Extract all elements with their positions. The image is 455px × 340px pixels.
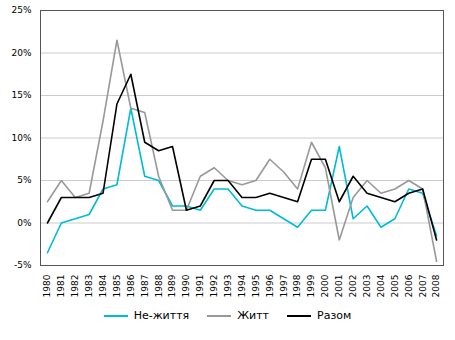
svg-text:10%: 10% [11,133,31,143]
svg-text:1985: 1985 [112,275,122,298]
svg-text:1991: 1991 [195,275,205,298]
svg-text:0%: 0% [17,218,32,228]
html-text:Житт: Житт [237,309,269,322]
svg-text:2007: 2007 [418,275,428,298]
html-text:Не-життя: Не-життя [133,309,190,322]
svg-text:2008: 2008 [431,274,441,297]
svg-text:25%: 25% [11,5,31,15]
svg-text:1984: 1984 [98,274,108,297]
svg-text:1995: 1995 [251,275,261,298]
svg-text:1981: 1981 [56,275,66,298]
svg-text:1989: 1989 [167,274,177,297]
svg-text:1996: 1996 [265,274,275,297]
svg-text:2005: 2005 [390,275,400,298]
svg-text:2000: 2000 [320,274,330,297]
svg-text:2003: 2003 [362,275,372,298]
svg-text:15%: 15% [11,90,31,100]
svg-text:-5%: -5% [14,260,32,270]
svg-text:1994: 1994 [237,274,247,297]
svg-text:2002: 2002 [348,275,358,298]
svg-text:1983: 1983 [84,275,94,298]
svg-text:1998: 1998 [292,274,302,297]
svg-text:1987: 1987 [140,275,150,298]
svg-text:1997: 1997 [279,275,289,298]
svg-text:2001: 2001 [334,275,344,298]
svg-text:5%: 5% [17,175,32,185]
svg-text:2006: 2006 [404,274,414,297]
svg-text:1999: 1999 [306,274,316,297]
svg-text:1988: 1988 [154,274,164,297]
svg-text:2004: 2004 [376,274,386,297]
svg-text:1990: 1990 [181,274,191,297]
svg-text:1980: 1980 [42,274,52,297]
html-text:Разом: Разом [317,309,352,322]
svg-text:20%: 20% [11,48,31,58]
svg-text:1992: 1992 [209,275,219,298]
svg-text:1982: 1982 [70,275,80,298]
svg-text:1986: 1986 [126,274,136,297]
svg-text:1993: 1993 [223,275,233,298]
